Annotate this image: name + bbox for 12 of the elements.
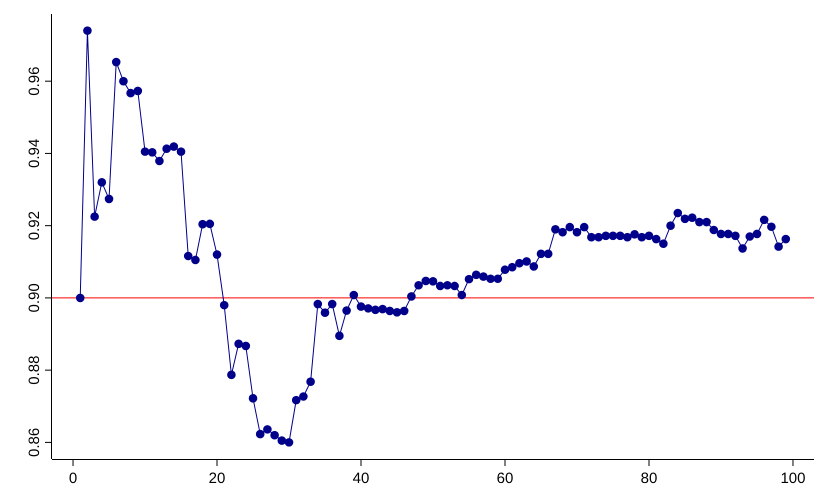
y-tick-label: 0.92: [26, 211, 43, 240]
x-tick-label: 100: [780, 470, 806, 487]
y-tick-label: 0.90: [26, 283, 43, 313]
y-tick-label: 0.88: [26, 356, 43, 385]
y-tick-label: 0.86: [26, 428, 43, 457]
x-tick-label: 60: [496, 470, 514, 487]
y-tick-label: 0.96: [26, 66, 43, 96]
y-tick-label: 0.94: [26, 138, 43, 168]
x-tick-label: 80: [640, 470, 658, 487]
x-tick-label: 20: [208, 470, 226, 487]
x-tick-label: 40: [352, 470, 370, 487]
x-tick-label: 0: [68, 470, 78, 487]
